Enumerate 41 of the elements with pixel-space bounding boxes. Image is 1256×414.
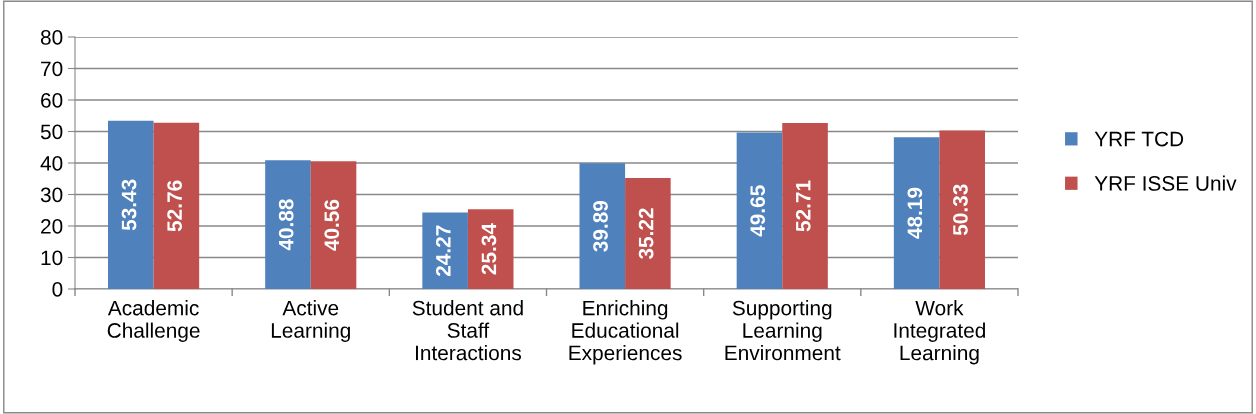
bar xyxy=(422,212,468,289)
data-label: 25.34 xyxy=(481,223,497,275)
bar xyxy=(939,130,985,289)
data-label: 24.27 xyxy=(435,225,451,277)
data-label: 50.33 xyxy=(953,184,968,236)
data-label: 49.65 xyxy=(750,185,766,237)
bar xyxy=(625,178,671,289)
y-tick-label: 80 xyxy=(40,30,63,45)
y-tick-label: 10 xyxy=(41,250,63,266)
x-tick-label: Work Integrated Learning xyxy=(894,300,985,365)
bar xyxy=(153,122,200,289)
y-tick-label: 40 xyxy=(40,156,63,171)
data-label: 39.89 xyxy=(593,200,608,252)
x-tick-label: Active Learning xyxy=(271,300,350,342)
data-label: 35.22 xyxy=(638,208,654,260)
bar xyxy=(782,122,828,289)
bar xyxy=(736,132,783,289)
data-label: 52.76 xyxy=(167,180,182,232)
y-tick-label: 60 xyxy=(41,93,63,108)
data-label: 40.88 xyxy=(278,199,294,251)
legend-label: YRF ISSE Univ xyxy=(1094,175,1237,191)
data-label: 40.56 xyxy=(324,199,340,251)
legend-label: YRF TCD xyxy=(1094,131,1184,147)
y-tick-label: 20 xyxy=(41,219,63,234)
x-tick-label: Student and Staff Interactions xyxy=(412,300,523,361)
bar xyxy=(579,163,626,289)
data-label: 48.19 xyxy=(907,187,923,239)
x-tick-label: Academic Challenge xyxy=(107,300,200,342)
bar xyxy=(467,209,514,289)
y-tick-label: 0 xyxy=(52,282,63,297)
bar xyxy=(265,160,311,289)
bar xyxy=(108,120,154,289)
data-label: 53.43 xyxy=(121,179,137,231)
y-tick-label: 70 xyxy=(41,61,63,77)
bar xyxy=(893,137,940,289)
data-label: 52.71 xyxy=(795,180,811,232)
x-tick-label: Enriching Educational Experiences xyxy=(569,300,682,365)
y-tick-label: 30 xyxy=(40,187,63,203)
y-tick-label: 50 xyxy=(40,124,63,140)
x-tick-label: Supporting Learning Environment xyxy=(725,300,841,361)
bar xyxy=(310,161,357,289)
